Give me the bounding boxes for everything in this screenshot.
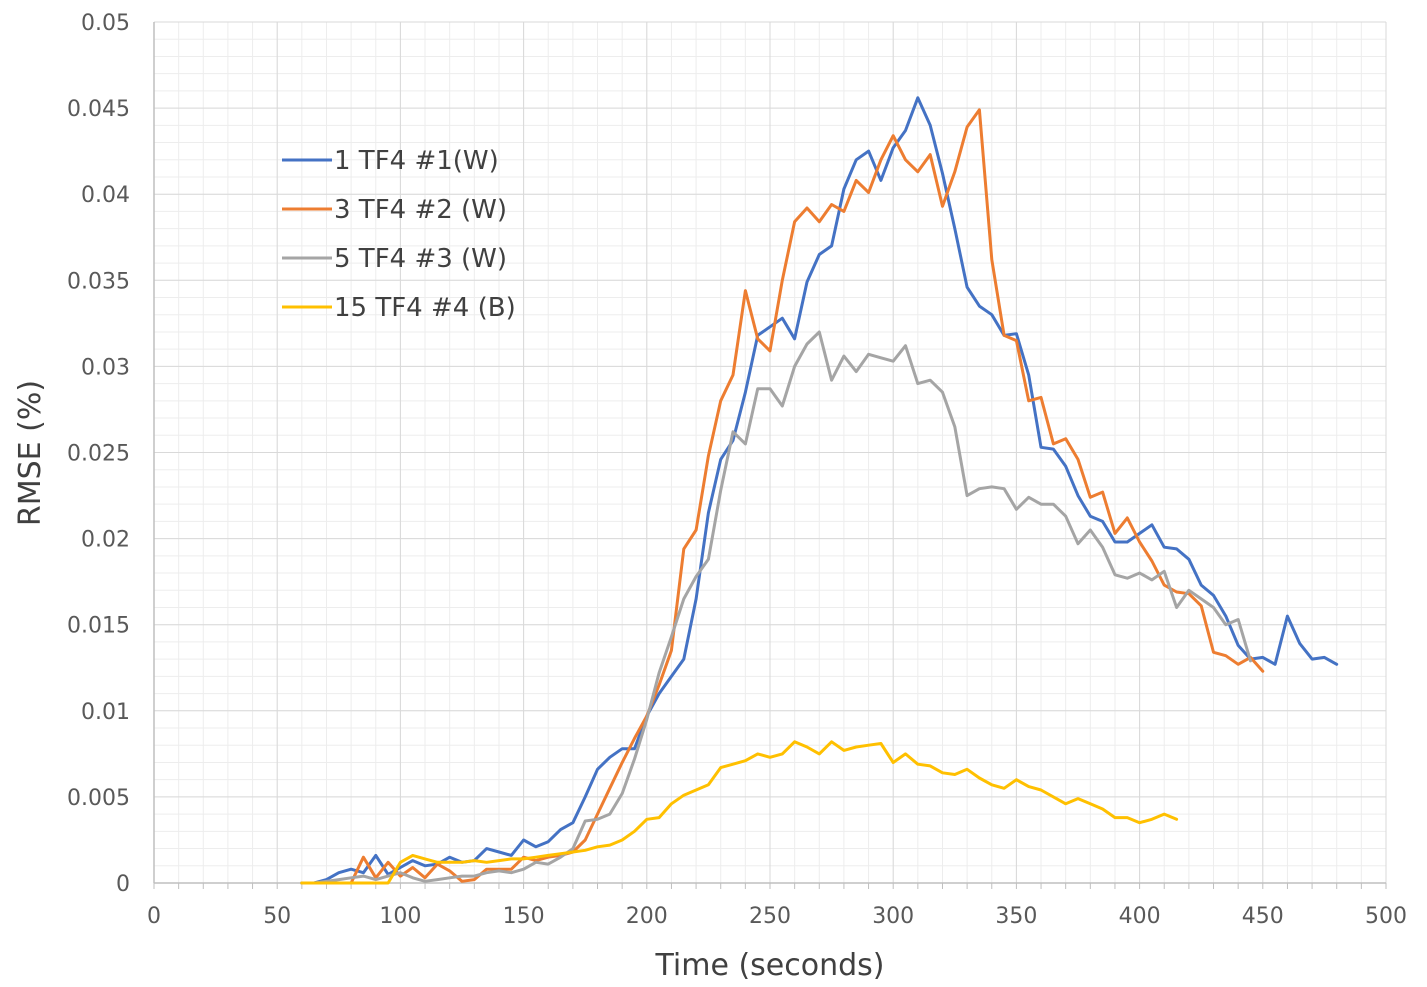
y-tick-label: 0.045 [67, 97, 130, 122]
series-line-2 [300, 108, 1265, 885]
series-line-3 [300, 330, 1252, 885]
y-tick-label: 0.04 [81, 183, 130, 208]
x-tick-label: 0 [147, 904, 161, 929]
legend-label-4: 15 TF4 #4 (B) [334, 293, 516, 323]
y-tick-label: 0.03 [81, 355, 130, 380]
x-tick-label: 500 [1365, 904, 1407, 929]
y-tick-label: 0.01 [81, 700, 130, 725]
y-tick-label: 0.02 [81, 528, 130, 553]
y-tick-label: 0.035 [67, 269, 130, 294]
x-tick-label: 150 [503, 904, 545, 929]
x-axis-tick-labels: 0 50 100 150 200 250 300 350 400 450 500 [147, 904, 1407, 929]
x-tick-label: 400 [1119, 904, 1161, 929]
x-tick-label: 350 [995, 904, 1037, 929]
x-tick-label: 50 [263, 904, 291, 929]
y-tick-label: 0.005 [67, 786, 130, 811]
legend-label-1: 1 TF4 #1(W) [334, 146, 499, 176]
series-lines [300, 96, 1339, 885]
y-tick-label: 0.05 [81, 11, 130, 36]
legend: 1 TF4 #1(W) 3 TF4 #2 (W) 5 TF4 #3 (W) 15 TF… [282, 146, 516, 323]
legend-label-3: 5 TF4 #3 (W) [334, 244, 507, 274]
y-tick-label: 0.015 [67, 614, 130, 639]
x-tick-label: 450 [1242, 904, 1284, 929]
x-tick-label: 100 [379, 904, 421, 929]
y-axis-tick-labels: 0 0.005 0.01 0.015 0.02 0.025 0.03 0.035 0.04 0.0… [67, 11, 130, 897]
x-tick-label: 200 [626, 904, 668, 929]
x-tick-label: 250 [749, 904, 791, 929]
x-tick-label: 300 [872, 904, 914, 929]
legend-label-2: 3 TF4 #2 (W) [334, 195, 507, 225]
y-tick-label: 0.025 [67, 442, 130, 467]
y-axis-title: RMSE (%) [13, 380, 48, 526]
x-axis-title: Time (seconds) [655, 948, 885, 983]
y-tick-label: 0 [116, 872, 130, 897]
series-line-4 [300, 740, 1179, 885]
